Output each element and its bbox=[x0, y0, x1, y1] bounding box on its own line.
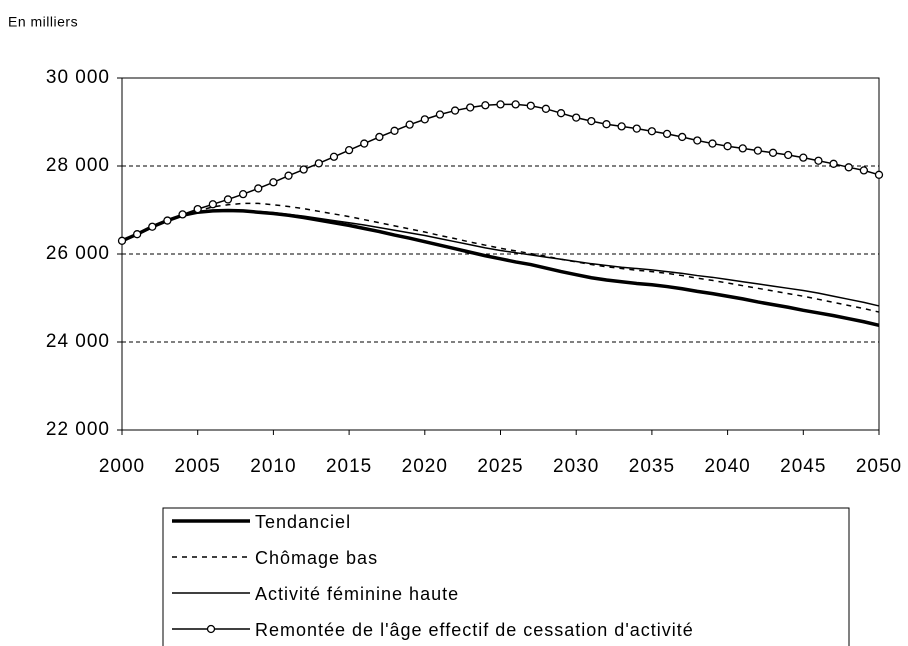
series-marker bbox=[148, 222, 157, 231]
series-marker bbox=[299, 165, 308, 174]
series-marker bbox=[420, 115, 429, 124]
series-marker bbox=[284, 171, 293, 180]
x-tick-label: 2040 bbox=[704, 456, 750, 477]
series-line bbox=[121, 202, 880, 313]
series-marker bbox=[723, 142, 732, 151]
series-marker bbox=[799, 153, 808, 162]
series-marker bbox=[632, 124, 641, 133]
series-marker bbox=[117, 236, 127, 245]
legend-label: Activité féminine haute bbox=[255, 584, 459, 604]
legend-box bbox=[162, 507, 850, 646]
series-marker bbox=[375, 132, 384, 142]
y-axis-label: En milliers bbox=[8, 14, 78, 30]
series-marker bbox=[193, 204, 202, 214]
x-tick-label: 2050 bbox=[856, 456, 902, 477]
y-tick-label: 30 000 bbox=[46, 67, 110, 88]
y-tick-label: 22 000 bbox=[46, 419, 110, 440]
x-tick-label: 2045 bbox=[780, 456, 826, 477]
series-marker bbox=[390, 126, 399, 135]
series-marker bbox=[829, 159, 838, 168]
series-marker bbox=[269, 178, 278, 187]
series-marker bbox=[223, 195, 233, 204]
series-marker bbox=[511, 100, 520, 109]
series-marker bbox=[526, 101, 535, 110]
series-marker bbox=[329, 152, 339, 161]
series-marker bbox=[344, 146, 354, 155]
y-tick-label: 26 000 bbox=[46, 243, 110, 264]
series-marker bbox=[814, 156, 823, 165]
series-marker bbox=[693, 136, 702, 145]
series-marker bbox=[178, 210, 187, 219]
series-marker bbox=[466, 103, 475, 112]
series-marker bbox=[753, 146, 763, 155]
legend-label: Tendanciel bbox=[255, 512, 351, 532]
series-marker bbox=[450, 106, 460, 115]
series-marker bbox=[435, 110, 445, 119]
y-tick-label: 28 000 bbox=[46, 155, 110, 176]
series-marker bbox=[768, 148, 778, 157]
series-marker bbox=[481, 101, 490, 110]
series-marker bbox=[572, 113, 581, 122]
x-tick-label: 2020 bbox=[402, 456, 448, 477]
series-line bbox=[121, 208, 880, 327]
series-marker bbox=[496, 100, 505, 109]
series-marker bbox=[617, 122, 626, 131]
x-tick-label: 2010 bbox=[250, 456, 296, 477]
series-marker bbox=[587, 116, 596, 126]
series-marker bbox=[163, 216, 172, 225]
series-line bbox=[121, 103, 880, 242]
series-marker bbox=[208, 200, 217, 209]
series-marker bbox=[647, 127, 657, 136]
series-marker bbox=[602, 120, 611, 129]
series-marker bbox=[859, 166, 869, 175]
series-marker bbox=[784, 150, 793, 160]
series-marker bbox=[708, 139, 717, 148]
series-marker bbox=[541, 104, 551, 113]
series-marker bbox=[238, 190, 248, 199]
series-marker bbox=[314, 159, 323, 168]
series-marker bbox=[844, 163, 853, 172]
series-marker bbox=[360, 139, 369, 148]
series-marker bbox=[662, 129, 672, 139]
series-line bbox=[121, 209, 880, 307]
x-tick-label: 2000 bbox=[99, 456, 145, 477]
legend-label: Remontée de l'âge effectif de cessation … bbox=[255, 620, 694, 640]
x-tick-label: 2035 bbox=[629, 456, 675, 477]
series-marker bbox=[556, 109, 566, 118]
series-marker bbox=[678, 132, 687, 142]
series-marker bbox=[405, 120, 414, 129]
series-marker bbox=[254, 184, 263, 193]
x-tick-label: 2005 bbox=[175, 456, 221, 477]
series-marker bbox=[874, 170, 884, 179]
legend-marker bbox=[206, 624, 216, 634]
x-tick-label: 2025 bbox=[477, 456, 523, 477]
series-marker bbox=[132, 230, 142, 239]
series-marker bbox=[738, 144, 747, 153]
y-tick-label: 24 000 bbox=[46, 331, 110, 352]
x-tick-label: 2030 bbox=[553, 456, 599, 477]
x-tick-label: 2015 bbox=[326, 456, 372, 477]
legend-label: Chômage bas bbox=[255, 548, 378, 568]
